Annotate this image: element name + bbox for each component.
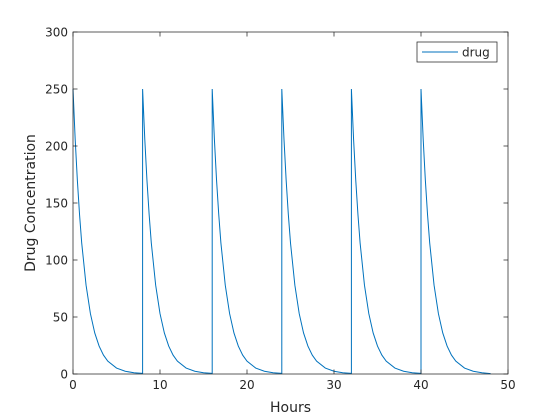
y-tick-label: 250	[45, 83, 68, 97]
x-tick-label: 40	[413, 378, 428, 392]
x-tick-label: 20	[239, 378, 254, 392]
series-line-drug	[72, 88, 491, 375]
legend-label-drug: drug	[462, 46, 490, 60]
x-tick-label: 0	[69, 378, 77, 392]
x-tick-label: 30	[326, 378, 341, 392]
ticks-layer: 0 10 20 30 40 50 0 50 100 150 200 250 300	[45, 26, 516, 393]
y-tick-label: 100	[45, 254, 68, 268]
y-tick-label: 300	[45, 26, 68, 40]
x-axis-label: Hours	[270, 400, 311, 416]
y-tick-label: 50	[53, 311, 68, 325]
y-tick-label: 150	[45, 197, 68, 211]
axes-background	[73, 32, 508, 374]
x-tick-label: 10	[152, 378, 167, 392]
series-layer	[72, 88, 491, 375]
x-tick-label: 50	[500, 378, 515, 392]
y-tick-label: 0	[60, 368, 68, 382]
y-axis-label: Drug Concentration	[23, 134, 39, 272]
plot-area	[73, 32, 508, 374]
y-tick-label: 200	[45, 140, 68, 154]
legend: drug	[416, 41, 498, 63]
